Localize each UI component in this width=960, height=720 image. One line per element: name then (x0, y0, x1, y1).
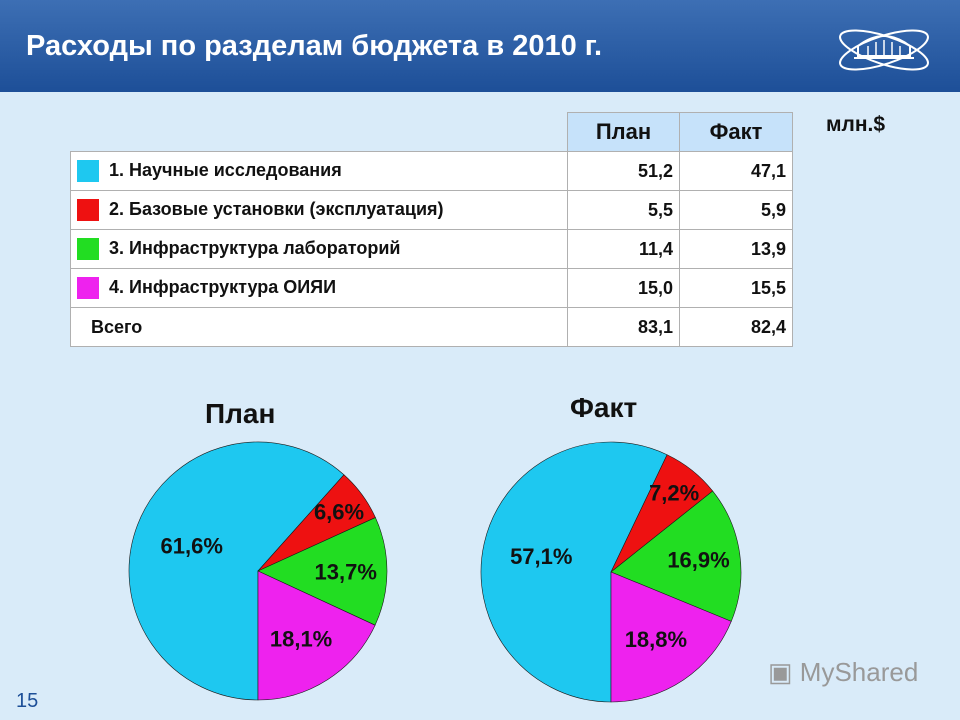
row-label-cell: 3. Инфраструктура лабораторий (70, 229, 568, 269)
page-title: Расходы по разделам бюджета в 2010 г. (26, 30, 603, 62)
pie-plan-slice-4 (257, 570, 376, 701)
fact-value: 15,5 (679, 268, 793, 308)
fact-value: 5,9 (679, 190, 793, 230)
column-header-fact: Факт (679, 112, 793, 152)
legend-swatch (77, 160, 99, 183)
watermark-text: MyShared (799, 657, 919, 687)
row-label: 3. Инфраструктура лабораторий (109, 237, 401, 258)
row-label-cell: 4. Инфраструктура ОИЯИ (70, 268, 568, 308)
row-label: 2. Базовые установки (эксплуатация) (109, 198, 444, 219)
fact-value: 47,1 (679, 151, 793, 191)
total-fact-value: 82,4 (679, 307, 793, 347)
column-header-plan: План (567, 112, 680, 152)
pie-plan-slice-1 (128, 441, 345, 701)
row-label-cell: 2. Базовые установки (эксплуатация) (70, 190, 568, 230)
pie-fact-label-1: 57,1% (510, 544, 572, 569)
pie-plan-label-4: 18,1% (270, 626, 332, 651)
pie-fact-slice-3 (610, 490, 742, 622)
unit-label: млн.$ (826, 113, 886, 136)
pie-title-fact: Факт (570, 392, 638, 423)
pie-plan-label-1: 61,6% (161, 534, 223, 559)
table-row: 2. Базовые установки (эксплуатация) 5,5 … (70, 190, 793, 230)
pie-title-plan: План (205, 398, 276, 429)
plan-value: 11,4 (567, 229, 680, 269)
pie-plan-label-2: 6,6% (314, 499, 364, 524)
row-label-cell: 1. Научные исследования (70, 151, 568, 191)
table-row: 1. Научные исследования 51,2 47,1 (70, 151, 793, 191)
table-row: 4. Инфраструктура ОИЯИ 15,0 15,5 (70, 268, 793, 308)
pie-fact-label-3: 16,9% (667, 548, 729, 573)
institute-logo-icon (839, 29, 929, 71)
pie-plan-label-3: 13,7% (315, 559, 377, 584)
pie-fact-slice-4 (610, 571, 732, 703)
table-total-row: Всего 83,1 82,4 (70, 307, 793, 347)
total-label: Всего (70, 307, 568, 347)
fact-value: 13,9 (679, 229, 793, 269)
page-number: 15 (16, 690, 39, 712)
total-plan-value: 83,1 (567, 307, 680, 347)
legend-swatch (77, 238, 99, 261)
legend-swatch (77, 277, 99, 300)
legend-swatch (77, 199, 99, 222)
pie-fact-label-4: 18,8% (625, 627, 687, 652)
row-label: 4. Инфраструктура ОИЯИ (109, 276, 337, 297)
pie-fact-slice-1 (480, 441, 668, 703)
plan-value: 5,5 (567, 190, 680, 230)
header-bar: Расходы по разделам бюджета в 2010 г. (0, 0, 960, 92)
table-row: 3. Инфраструктура лабораторий 11,4 13,9 (70, 229, 793, 269)
watermark: ▣ MyShared (768, 657, 919, 687)
pie-plan-slice-3 (257, 517, 388, 626)
budget-table: План Факт 1. Научные исследования 51,2 4… (70, 112, 793, 347)
plan-value: 51,2 (567, 151, 680, 191)
pie-fact-label-2: 7,2% (649, 481, 699, 506)
table-header-row: План Факт (71, 112, 793, 152)
row-label: 1. Научные исследования (109, 159, 342, 180)
